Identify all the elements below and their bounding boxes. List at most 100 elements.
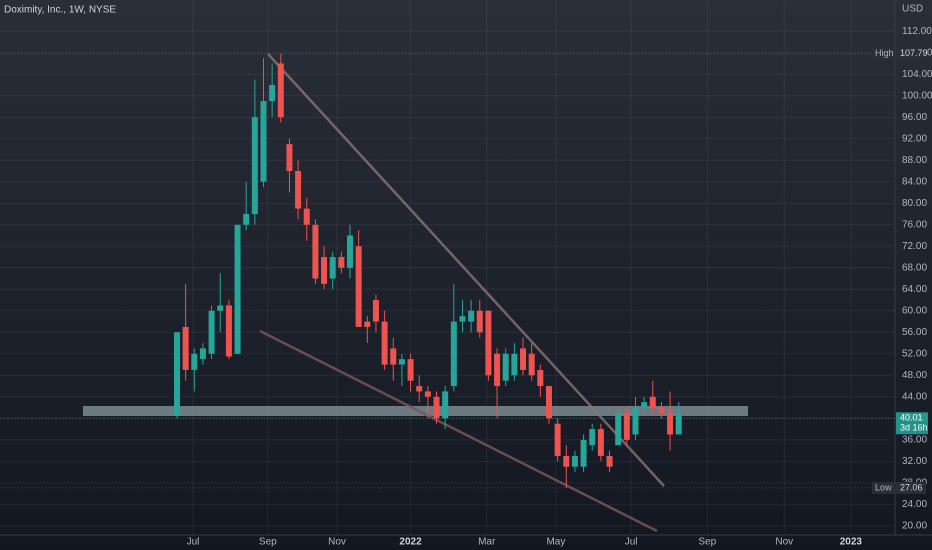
- candle-body: [675, 412, 682, 435]
- candle-body: [372, 300, 379, 322]
- y-tick-label: 64.00: [902, 284, 927, 295]
- x-tick-label: Sep: [259, 537, 277, 548]
- candle-body: [485, 310, 492, 376]
- candle-body: [511, 353, 518, 376]
- y-tick-label: 56.00: [902, 327, 927, 338]
- candle-body: [295, 170, 302, 209]
- candle-body: [407, 359, 414, 381]
- candle-body: [450, 321, 457, 387]
- candle-body: [520, 348, 527, 370]
- trendline-lower: [259, 329, 658, 533]
- candle-body: [303, 208, 310, 225]
- x-tick-label: Mar: [478, 537, 496, 548]
- candle-body: [537, 369, 544, 387]
- x-tick-label: 2023: [840, 537, 863, 548]
- y-tick-label: 100.00: [902, 90, 932, 101]
- support-band: [83, 406, 748, 416]
- candle-body: [364, 321, 371, 327]
- candle-body: [208, 310, 215, 354]
- candle-body: [580, 439, 587, 467]
- last-price-value: 40.01: [900, 413, 923, 423]
- candle-body: [355, 246, 362, 327]
- candle-body: [589, 429, 596, 446]
- candle-body: [554, 423, 561, 456]
- y-tick-label: 88.00: [902, 155, 927, 166]
- candle-body: [424, 391, 431, 397]
- high_marker-value: 107.79: [900, 48, 928, 58]
- candle-body: [312, 224, 319, 279]
- y-tick-label: 84.00: [902, 176, 927, 187]
- x-tick-label: Nov: [775, 537, 793, 548]
- candle-body: [286, 144, 293, 171]
- candle-body: [623, 412, 630, 440]
- candle-body: [545, 386, 552, 419]
- grid: [0, 0, 895, 535]
- y-tick-label: 60.00: [902, 305, 927, 316]
- candle-body: [667, 412, 674, 435]
- y-tick-label: 36.00: [902, 434, 927, 445]
- overlay: 20.0024.0028.0032.0036.0040.0044.0048.00…: [0, 26, 932, 548]
- x-tick-label: 2022: [399, 537, 422, 548]
- y-tick-label: 20.00: [902, 520, 927, 531]
- candle-body: [606, 455, 613, 467]
- candle-body: [658, 407, 665, 413]
- candle-body: [641, 402, 648, 408]
- candle-body: [260, 101, 267, 182]
- candle-body: [217, 305, 224, 311]
- x-tick-label: Jul: [187, 537, 200, 548]
- y-tick-label: 76.00: [902, 219, 927, 230]
- candle-body: [433, 396, 440, 419]
- currency: USD: [902, 4, 923, 15]
- candle-body: [528, 353, 535, 376]
- candle-body: [329, 257, 336, 279]
- last-price-box: [896, 412, 928, 435]
- candle-body: [225, 305, 232, 357]
- candles: [173, 53, 682, 488]
- candle-body: [416, 386, 423, 392]
- y-tick-label: 68.00: [902, 262, 927, 273]
- candle-body: [390, 348, 397, 365]
- candle-body: [468, 310, 475, 322]
- y-tick-label: 72.00: [902, 241, 927, 252]
- chart-title: Doximity, Inc., 1W, NYSE: [4, 5, 116, 16]
- candle-body: [234, 224, 241, 354]
- x-tick-label: Jul: [625, 537, 638, 548]
- low_marker-tag: [872, 481, 895, 494]
- high_marker-value-box: [896, 47, 926, 60]
- y-tick-label: 48.00: [902, 370, 927, 381]
- y-tick-label: 96.00: [902, 112, 927, 123]
- candle-body: [571, 455, 578, 467]
- candle-body: [173, 332, 180, 416]
- x-tick-label: Sep: [698, 537, 716, 548]
- y-tick-label: 52.00: [902, 348, 927, 359]
- y-tick-label: 24.00: [902, 499, 927, 510]
- candle-body: [182, 326, 189, 370]
- candle-body: [632, 407, 639, 435]
- candle-body: [277, 63, 284, 118]
- y-tick-label: 80.00: [902, 198, 927, 209]
- y-tick-label: 92.00: [902, 133, 927, 144]
- candle-body: [338, 257, 345, 268]
- candle-body: [381, 321, 388, 365]
- y-tick-label: 112.00: [902, 26, 932, 37]
- low_marker-value-box: [896, 481, 926, 494]
- candle-body: [649, 396, 656, 408]
- trendline-upper: [267, 53, 665, 487]
- candle-body: [347, 235, 354, 268]
- candle-body: [191, 353, 198, 370]
- last-price-countdown: 3d 16h: [900, 423, 928, 433]
- candle-body: [199, 348, 206, 360]
- y-tick-label: 32.00: [902, 456, 927, 467]
- high_marker-tag: [872, 47, 895, 60]
- candle-body: [251, 117, 258, 214]
- low_marker-value: 27.06: [900, 482, 923, 492]
- candle-body: [442, 391, 449, 419]
- x-tick-label: May: [546, 537, 565, 548]
- low_marker-label: Low: [875, 482, 892, 492]
- candle-body: [494, 353, 501, 387]
- candle-body: [243, 214, 250, 225]
- y-tick-label: 44.00: [902, 391, 927, 402]
